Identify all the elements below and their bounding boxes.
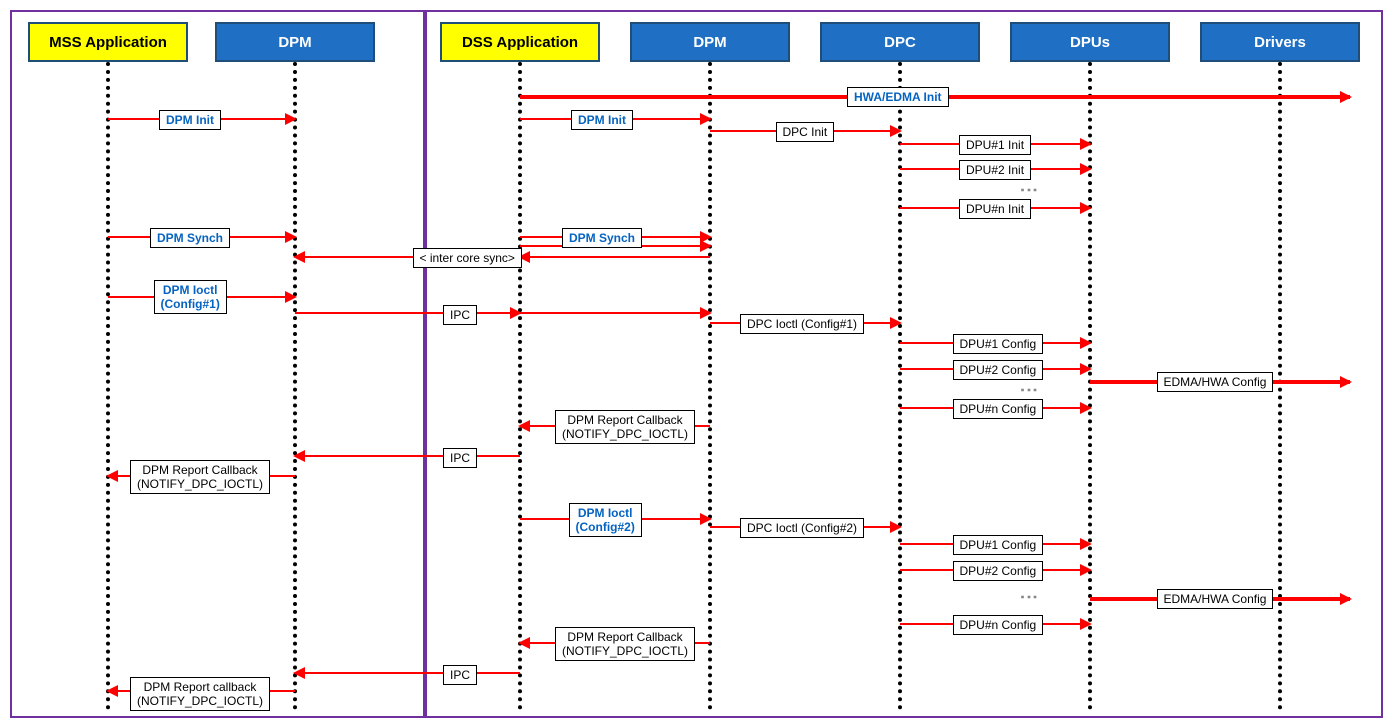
message-label: EDMA/HWA Config xyxy=(1157,372,1274,392)
message-label: DPM Report Callback(NOTIFY_DPC_IOCTL) xyxy=(130,460,270,494)
participant-dpc: DPC xyxy=(820,22,980,62)
participant-label: DPC xyxy=(884,34,916,51)
message-label: DPU#1 Init xyxy=(959,135,1031,155)
ellipsis-icon: ⋮ xyxy=(1025,588,1033,610)
participant-drivers: Drivers xyxy=(1200,22,1360,62)
message-label: HWA/EDMA Init xyxy=(847,87,949,107)
participant-label: DPM xyxy=(693,34,726,51)
message-label: DPC Ioctl (Config#1) xyxy=(740,314,864,334)
participant-mss: MSS Application xyxy=(28,22,188,62)
message-label: DPC Init xyxy=(776,122,835,142)
message-label: DPM Synch xyxy=(562,228,642,248)
participant-label: Drivers xyxy=(1254,34,1306,51)
message-label: DPM Init xyxy=(571,110,633,130)
participant-label: MSS Application xyxy=(49,34,167,51)
message-label: DPU#1 Config xyxy=(953,334,1044,354)
lifeline-dpus xyxy=(1088,62,1092,710)
message-label: IPC xyxy=(443,305,477,325)
lifeline-dss xyxy=(518,62,522,710)
message-label: DPM Synch xyxy=(150,228,230,248)
message-label: DPM Ioctl(Config#2) xyxy=(569,503,642,537)
message-label: DPM Report Callback(NOTIFY_DPC_IOCTL) xyxy=(555,627,695,661)
lifeline-dpm2 xyxy=(708,62,712,710)
participant-dss: DSS Application xyxy=(440,22,600,62)
participant-label: DPM xyxy=(278,34,311,51)
message-arrow xyxy=(520,256,710,258)
message-label: DPU#n Init xyxy=(959,199,1031,219)
message-label: IPC xyxy=(443,665,477,685)
participant-dpus: DPUs xyxy=(1010,22,1170,62)
message-arrow xyxy=(295,672,520,674)
message-label: < inter core sync> xyxy=(413,248,522,268)
participant-dpm2: DPM xyxy=(630,22,790,62)
lifeline-dpc xyxy=(898,62,902,710)
message-label: DPU#2 Init xyxy=(959,160,1031,180)
message-label: DPM Ioctl(Config#1) xyxy=(154,280,227,314)
message-arrow xyxy=(295,312,520,314)
message-label: DPU#2 Config xyxy=(953,561,1044,581)
message-label: DPU#n Config xyxy=(953,615,1044,635)
message-label: DPU#1 Config xyxy=(953,535,1044,555)
lifeline-dpm1 xyxy=(293,62,297,710)
lifeline-mss xyxy=(106,62,110,710)
lifeline-drivers xyxy=(1278,62,1282,710)
message-arrow xyxy=(520,312,710,314)
message-label: IPC xyxy=(443,448,477,468)
message-arrow xyxy=(295,455,520,457)
ellipsis-icon: ⋮ xyxy=(1025,181,1033,203)
message-label: EDMA/HWA Config xyxy=(1157,589,1274,609)
message-label: DPM Report callback(NOTIFY_DPC_IOCTL) xyxy=(130,677,270,711)
participant-label: DPUs xyxy=(1070,34,1110,51)
message-label: DPM Init xyxy=(159,110,221,130)
message-label: DPC Ioctl (Config#2) xyxy=(740,518,864,538)
ellipsis-icon: ⋮ xyxy=(1025,381,1033,403)
panel-right xyxy=(425,10,1383,718)
participant-label: DSS Application xyxy=(462,34,578,51)
message-label: DPU#2 Config xyxy=(953,360,1044,380)
participant-dpm1: DPM xyxy=(215,22,375,62)
message-label: DPM Report Callback(NOTIFY_DPC_IOCTL) xyxy=(555,410,695,444)
